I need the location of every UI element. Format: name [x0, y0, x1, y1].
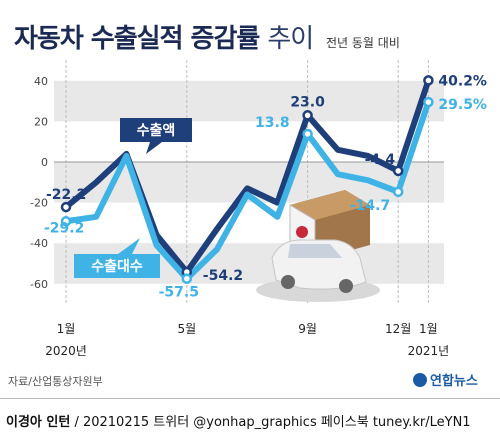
- callout-label: 수출대수: [91, 258, 143, 275]
- x-tick-sublabel: 2021년: [408, 344, 450, 358]
- car-and-box-icon: [256, 190, 380, 302]
- callout-pointer: [146, 142, 162, 154]
- callout-box: [120, 118, 192, 142]
- chart-subtitle: 전년 동월 대비: [326, 36, 400, 50]
- y-tick-label: 40: [34, 75, 48, 88]
- car-wheel: [281, 275, 295, 289]
- data-label: -4.4: [365, 152, 396, 168]
- flag-emblem: [296, 226, 308, 238]
- x-tick-label: 9월: [298, 322, 317, 336]
- y-tick-label: 20: [34, 115, 48, 128]
- x-tick-sublabel: 2020년: [45, 344, 87, 358]
- data-point: [302, 128, 313, 140]
- chart-title: 자동차 수출실적 증감률 추이: [14, 24, 314, 54]
- callout-pointer: [118, 238, 140, 254]
- data-label: 13.8: [255, 115, 290, 131]
- x-tick-label: 12월: [385, 322, 411, 336]
- data-label: -29.2: [44, 220, 84, 236]
- data-point: [423, 96, 434, 108]
- car-wheel: [339, 279, 353, 293]
- series-callout: 수출대수: [74, 238, 160, 278]
- car-window-shape: [288, 244, 342, 258]
- data-label: -14.7: [350, 198, 390, 214]
- data-label: -54.2: [203, 268, 243, 284]
- data-point: [60, 201, 72, 213]
- source-note: 자료/산업통상자원부: [8, 375, 103, 388]
- data-label: -22.2: [46, 187, 86, 203]
- y-tick-label: -40: [30, 237, 48, 250]
- series-callout: 수출액: [120, 118, 192, 154]
- series-line: [63, 99, 432, 282]
- data-label: -57.5: [159, 285, 199, 301]
- data-point: [392, 165, 404, 177]
- x-tick-label: 1월: [57, 322, 76, 336]
- data-point: [181, 273, 193, 284]
- data-label: 23.0: [290, 94, 325, 110]
- grid-band: [54, 80, 444, 122]
- data-label: 29.5%: [438, 97, 487, 113]
- credit-line: 이경아 인턴 / 20210215 트위터 @yonhap_graphics 페…: [6, 415, 471, 430]
- data-point: [60, 216, 72, 227]
- y-tick-label: -60: [30, 278, 48, 291]
- y-tick-label: 0: [41, 156, 48, 169]
- callout-label: 수출액: [137, 122, 176, 139]
- box-top-shape: [290, 190, 370, 220]
- data-point: [392, 186, 404, 198]
- x-tick-label: 5월: [177, 322, 196, 336]
- footer: 이경아 인턴 / 20210215 트위터 @yonhap_graphics 페…: [0, 398, 500, 444]
- yonhap-logo: 연합뉴스: [413, 370, 478, 389]
- data-point: [423, 75, 434, 86]
- y-tick-label: -20: [30, 197, 48, 210]
- data-point: [302, 110, 313, 121]
- x-tick-label: 1월: [419, 322, 438, 336]
- data-label: 40.2%: [438, 73, 487, 89]
- callout-box: [74, 254, 160, 278]
- yonhap-logo-icon: [413, 372, 427, 387]
- line-chart: 40 20 0 -20 -40 -60 1월 2020년 5월 9월 12월 1월 2021년 -22.2…: [30, 60, 487, 358]
